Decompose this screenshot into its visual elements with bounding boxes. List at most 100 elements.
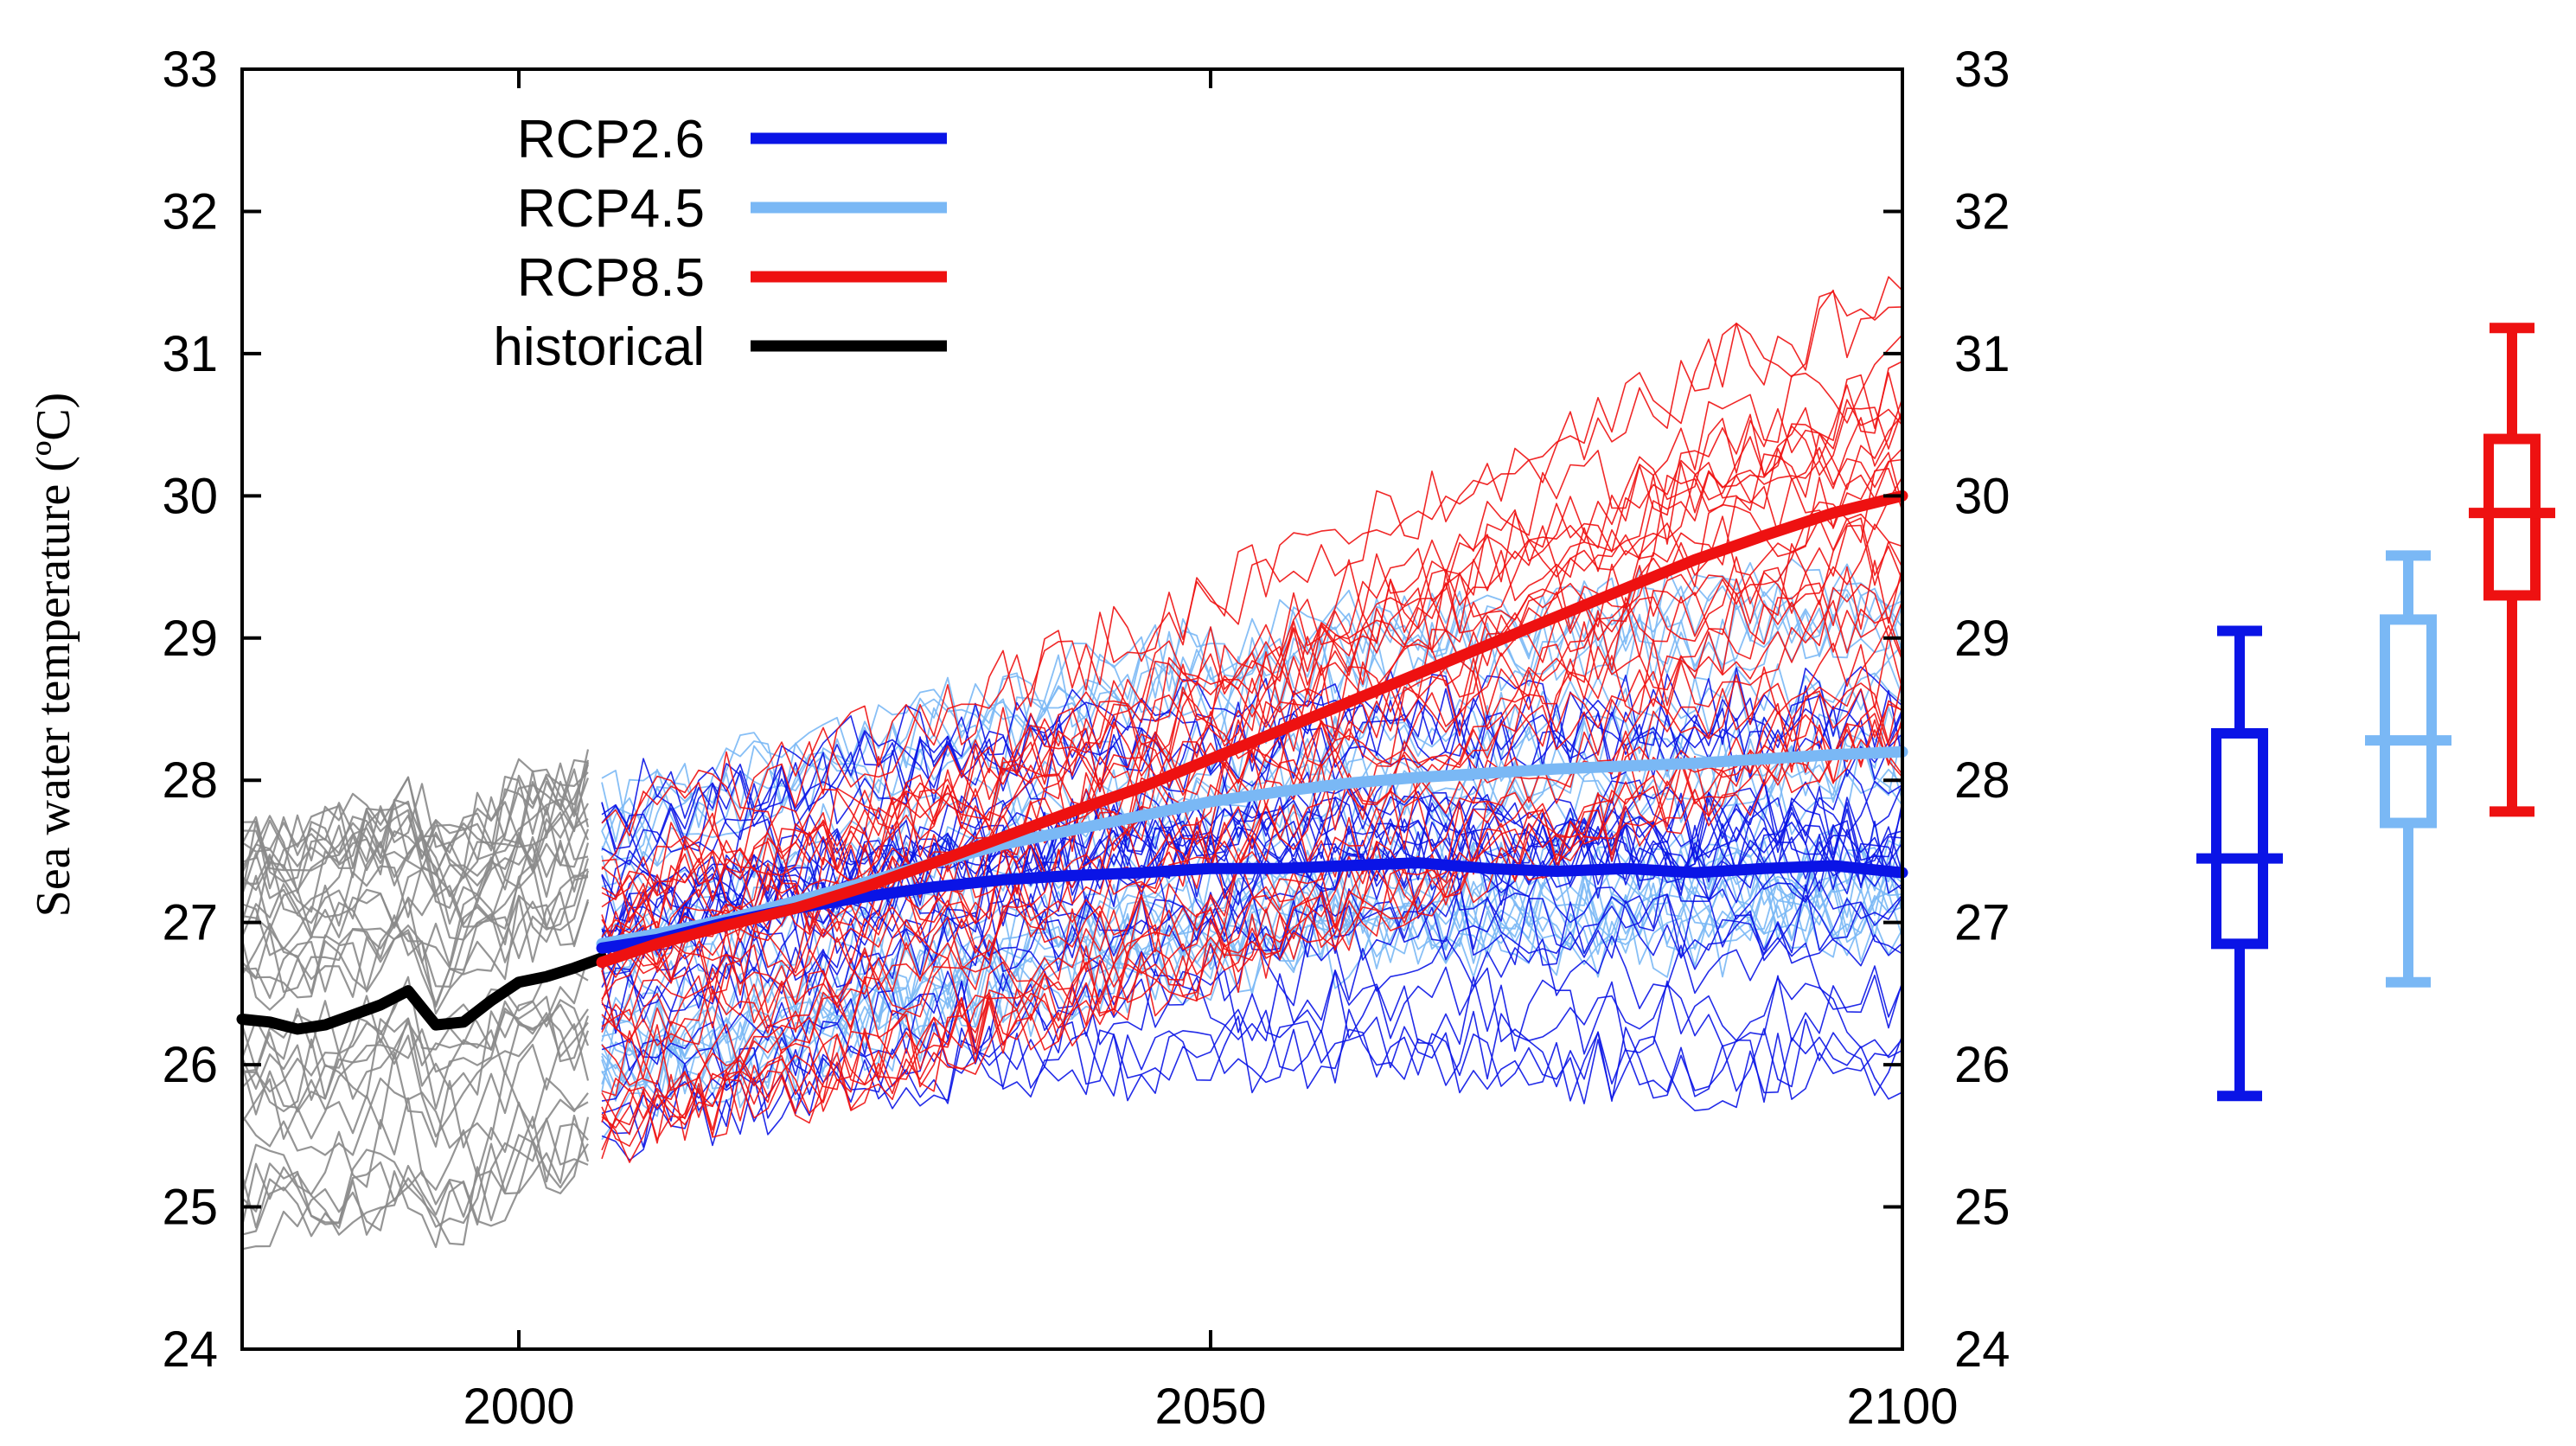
rcp85-member-line (601, 700, 1903, 1160)
y-tick-label-right: 33 (1954, 42, 2010, 98)
rcp85-member-line (601, 575, 1903, 1044)
x-tick-label: 2050 (1154, 1379, 1266, 1435)
rcp45-member-line (601, 824, 1903, 1059)
rcp45-member-line (601, 594, 1903, 861)
rcp85-member-line (601, 713, 1903, 1163)
rcp85-member-line (601, 704, 1903, 1151)
historical-member-line (240, 1015, 590, 1140)
historical-mean-line (236, 952, 608, 1035)
y-tick-label-left: 30 (162, 468, 218, 524)
y-tick-label-left: 32 (162, 183, 218, 240)
historical-member-line (241, 839, 590, 941)
rcp26-member-line (601, 666, 1903, 830)
rcp26-member-line (601, 705, 1903, 866)
rcp26-member-line (601, 688, 1903, 855)
historical-member-line (241, 863, 588, 967)
y-tick-label-right: 31 (1954, 326, 2010, 382)
y-tick-label-left: 31 (162, 326, 218, 382)
y-tick-label-left: 28 (162, 752, 218, 809)
rcp85-member-line (601, 414, 1903, 938)
rcp45-member-line (601, 558, 1903, 832)
historical-member-line (241, 1070, 589, 1156)
ticks: 24 24 25 25 26 26 27 27 28 28 29 29 30 30 31 31 32 32 33 33… (162, 42, 2010, 1435)
rcp45-member-line (601, 591, 1903, 864)
y-tick-label-right: 24 (1954, 1321, 2010, 1378)
historical-member-line (240, 995, 590, 1102)
boxplot-box (2211, 727, 2268, 950)
rcp26-member-line (601, 1015, 1903, 1135)
rcp85-member-line (601, 636, 1903, 1091)
rcp26-member-line (601, 685, 1903, 850)
rcp85-member-line (601, 398, 1903, 937)
rcp85-member-line (601, 276, 1903, 837)
y-tick-label-right: 29 (1954, 611, 2010, 667)
boxplot-rcp26 (2196, 625, 2283, 1102)
rcp26-member-line (601, 1028, 1903, 1161)
rcp85-member-line (601, 624, 1903, 1097)
rcp85-member-line (601, 560, 1903, 1033)
y-tick-label-left: 33 (162, 42, 218, 98)
historical-member-line (240, 762, 590, 895)
rcp85-member-line (601, 399, 1903, 900)
y-tick-label-left: 29 (162, 611, 218, 667)
rcp26-member-line (601, 969, 1903, 1102)
historical-member-line (241, 771, 589, 887)
rcp85-mean-line (596, 489, 1908, 969)
rcp26-member-line (601, 778, 1903, 940)
historical-member-line (241, 1116, 590, 1246)
rcp26-member-line (601, 932, 1903, 1072)
rcp45-member-line (601, 878, 1903, 1098)
rcp85-member-line (601, 688, 1903, 1129)
y-tick-label-right: 32 (1954, 183, 2010, 240)
historical-member-line (240, 829, 590, 950)
historical-member-line (241, 777, 590, 879)
historical-member-line (241, 875, 589, 1015)
historical-member-line (241, 806, 589, 925)
rcp45-member-line (601, 822, 1903, 1057)
rcp26-member-line (601, 707, 1903, 867)
y-tick-label-left: 24 (162, 1321, 218, 1378)
legend-label: RCP4.5 (517, 179, 705, 239)
y-axis-label: Sea water temperature (ºC) (27, 393, 80, 918)
y-tick-label-left: 26 (162, 1037, 218, 1093)
historical-member-line (241, 1139, 589, 1251)
legend-label: RCP8.5 (517, 248, 705, 308)
boxplot-box (2380, 614, 2437, 829)
historical-member-line (240, 1114, 590, 1236)
boxplots (2196, 323, 2555, 1102)
legend-label: RCP2.6 (517, 110, 705, 170)
rcp26-member-line (601, 966, 1903, 1089)
historical-member-line (240, 1116, 589, 1228)
axes (240, 67, 1904, 1351)
historical-member-line (240, 894, 590, 1011)
x-tick-label: 2100 (1846, 1379, 1958, 1435)
historical-member-line (240, 1092, 589, 1196)
y-tick-label-right: 25 (1954, 1180, 2010, 1236)
y-tick-label-right: 26 (1954, 1037, 2010, 1093)
historical-member-line (241, 1007, 589, 1113)
y-tick-label-right: 27 (1954, 895, 2010, 951)
rcp26-member-line (601, 886, 1903, 1030)
y-tick-label-right: 30 (1954, 468, 2010, 524)
rcp85-member-line (601, 361, 1903, 922)
legend-label: historical (493, 317, 705, 377)
rcp26-member-line (601, 768, 1903, 910)
plot-frame (240, 67, 1904, 1351)
historical-member-line (241, 798, 589, 883)
rcp85-member-line (601, 524, 1903, 1030)
rcp85-member-line (601, 291, 1903, 870)
rcp26-member-line (601, 884, 1903, 1009)
rcp45-mean-line (596, 745, 1908, 950)
x-tick-label: 2000 (463, 1379, 574, 1435)
legend: RCP2.6 RCP4.5 RCP8.5 historical (493, 110, 947, 377)
historical-member-line (241, 891, 590, 1006)
rcp26-member-line (601, 1008, 1903, 1148)
historical-member-line (241, 999, 590, 1096)
historical-member-line (241, 1023, 590, 1148)
y-tick-label-left: 25 (162, 1180, 218, 1236)
boxplot-rcp45 (2365, 550, 2451, 988)
boxplot-rcp85 (2469, 323, 2555, 817)
y-tick-label-right: 28 (1954, 752, 2010, 809)
historical-member-line (241, 758, 590, 873)
